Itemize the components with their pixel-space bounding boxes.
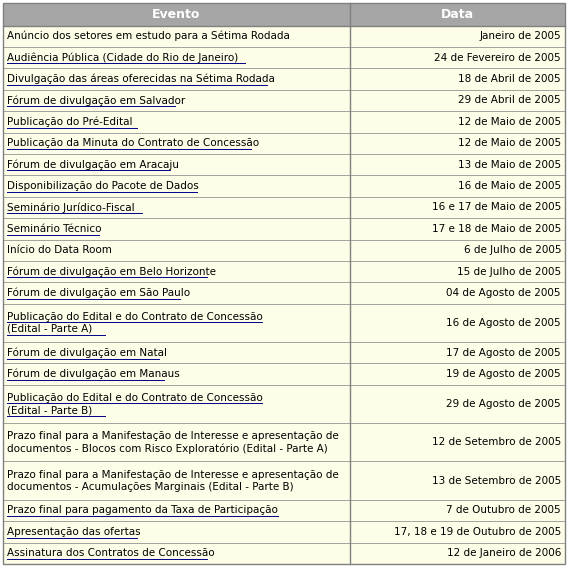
Text: Fórum de divulgação em Aracaju: Fórum de divulgação em Aracaju bbox=[7, 159, 179, 170]
Bar bbox=[3, 47, 565, 69]
Bar bbox=[3, 111, 565, 133]
Text: 16 e 17 de Maio de 2005: 16 e 17 de Maio de 2005 bbox=[432, 202, 561, 213]
Text: Fórum de divulgação em Natal: Fórum de divulgação em Natal bbox=[7, 348, 167, 358]
Text: 16 de Maio de 2005: 16 de Maio de 2005 bbox=[458, 181, 561, 191]
Text: Fórum de divulgação em São Paulo: Fórum de divulgação em São Paulo bbox=[7, 288, 190, 298]
Text: 24 de Fevereiro de 2005: 24 de Fevereiro de 2005 bbox=[435, 53, 561, 62]
Text: 29 de Abril de 2005: 29 de Abril de 2005 bbox=[458, 95, 561, 105]
Bar bbox=[3, 154, 565, 175]
Text: Fórum de divulgação em Salvador: Fórum de divulgação em Salvador bbox=[7, 95, 185, 105]
Bar bbox=[3, 342, 565, 363]
Bar bbox=[3, 500, 565, 521]
Text: Fórum de divulgação em Manaus: Fórum de divulgação em Manaus bbox=[7, 369, 179, 379]
Bar bbox=[3, 385, 565, 423]
Text: 12 de Maio de 2005: 12 de Maio de 2005 bbox=[458, 117, 561, 127]
Text: Seminário Técnico: Seminário Técnico bbox=[7, 224, 102, 234]
Text: Janeiro de 2005: Janeiro de 2005 bbox=[479, 31, 561, 41]
Text: 19 de Agosto de 2005: 19 de Agosto de 2005 bbox=[446, 369, 561, 379]
Bar bbox=[3, 197, 565, 218]
Text: Publicação do Edital e do Contrato de Concessão
(Edital - Parte A): Publicação do Edital e do Contrato de Co… bbox=[7, 312, 263, 334]
Text: Prazo final para a Manifestação de Interesse e apresentação de
documentos - Bloc: Prazo final para a Manifestação de Inter… bbox=[7, 431, 339, 454]
Bar bbox=[3, 282, 565, 304]
Text: 6 de Julho de 2005: 6 de Julho de 2005 bbox=[463, 246, 561, 255]
Text: Assinatura dos Contratos de Concessão: Assinatura dos Contratos de Concessão bbox=[7, 548, 215, 558]
Bar bbox=[3, 423, 565, 462]
Bar bbox=[3, 521, 565, 543]
Bar bbox=[3, 240, 565, 261]
Text: Publicação da Minuta do Contrato de Concessão: Publicação da Minuta do Contrato de Conc… bbox=[7, 138, 259, 148]
Text: Prazo final para a Manifestação de Interesse e apresentação de
documentos - Acum: Prazo final para a Manifestação de Inter… bbox=[7, 469, 339, 492]
Text: 7 de Outubro de 2005: 7 de Outubro de 2005 bbox=[446, 506, 561, 515]
Bar bbox=[3, 133, 565, 154]
Text: Anúncio dos setores em estudo para a Sétima Rodada: Anúncio dos setores em estudo para a Sét… bbox=[7, 31, 290, 41]
Text: 15 de Julho de 2005: 15 de Julho de 2005 bbox=[457, 266, 561, 277]
Bar bbox=[3, 175, 565, 197]
Text: Evento: Evento bbox=[152, 8, 201, 21]
Text: Início do Data Room: Início do Data Room bbox=[7, 246, 112, 255]
Text: Seminário Jurídico-Fiscal: Seminário Jurídico-Fiscal bbox=[7, 202, 135, 213]
Text: Fórum de divulgação em Belo Horizonte: Fórum de divulgação em Belo Horizonte bbox=[7, 266, 216, 277]
Text: Data: Data bbox=[441, 8, 474, 21]
Text: 13 de Maio de 2005: 13 de Maio de 2005 bbox=[458, 160, 561, 170]
Text: 29 de Agosto de 2005: 29 de Agosto de 2005 bbox=[446, 399, 561, 409]
Text: 16 de Agosto de 2005: 16 de Agosto de 2005 bbox=[446, 318, 561, 328]
Text: Audiência Pública (Cidade do Rio de Janeiro): Audiência Pública (Cidade do Rio de Jane… bbox=[7, 52, 238, 63]
Text: Publicação do Edital e do Contrato de Concessão
(Edital - Parte B): Publicação do Edital e do Contrato de Co… bbox=[7, 393, 263, 415]
Text: 17 e 18 de Maio de 2005: 17 e 18 de Maio de 2005 bbox=[432, 224, 561, 234]
Bar bbox=[3, 90, 565, 111]
Bar bbox=[3, 543, 565, 564]
Text: 12 de Setembro de 2005: 12 de Setembro de 2005 bbox=[432, 437, 561, 447]
Bar bbox=[3, 462, 565, 500]
Text: Publicação do Pré-Edital: Publicação do Pré-Edital bbox=[7, 117, 132, 127]
Text: 12 de Janeiro de 2006: 12 de Janeiro de 2006 bbox=[446, 548, 561, 558]
Bar bbox=[3, 304, 565, 342]
Text: 17 de Agosto de 2005: 17 de Agosto de 2005 bbox=[446, 348, 561, 358]
Text: Divulgação das áreas oferecidas na Sétima Rodada: Divulgação das áreas oferecidas na Sétim… bbox=[7, 74, 275, 84]
Text: 12 de Maio de 2005: 12 de Maio de 2005 bbox=[458, 138, 561, 148]
Text: Apresentação das ofertas: Apresentação das ofertas bbox=[7, 527, 141, 537]
Text: 18 de Abril de 2005: 18 de Abril de 2005 bbox=[458, 74, 561, 84]
Bar bbox=[3, 218, 565, 240]
Bar bbox=[3, 3, 565, 26]
Bar bbox=[3, 69, 565, 90]
Bar bbox=[3, 363, 565, 385]
Bar bbox=[3, 261, 565, 282]
Text: Prazo final para pagamento da Taxa de Participação: Prazo final para pagamento da Taxa de Pa… bbox=[7, 506, 278, 515]
Text: 04 de Agosto de 2005: 04 de Agosto de 2005 bbox=[446, 288, 561, 298]
Text: 17, 18 e 19 de Outubro de 2005: 17, 18 e 19 de Outubro de 2005 bbox=[394, 527, 561, 537]
Bar bbox=[3, 26, 565, 47]
Text: 13 de Setembro de 2005: 13 de Setembro de 2005 bbox=[432, 476, 561, 486]
Text: Disponibilização do Pacote de Dados: Disponibilização do Pacote de Dados bbox=[7, 181, 199, 191]
